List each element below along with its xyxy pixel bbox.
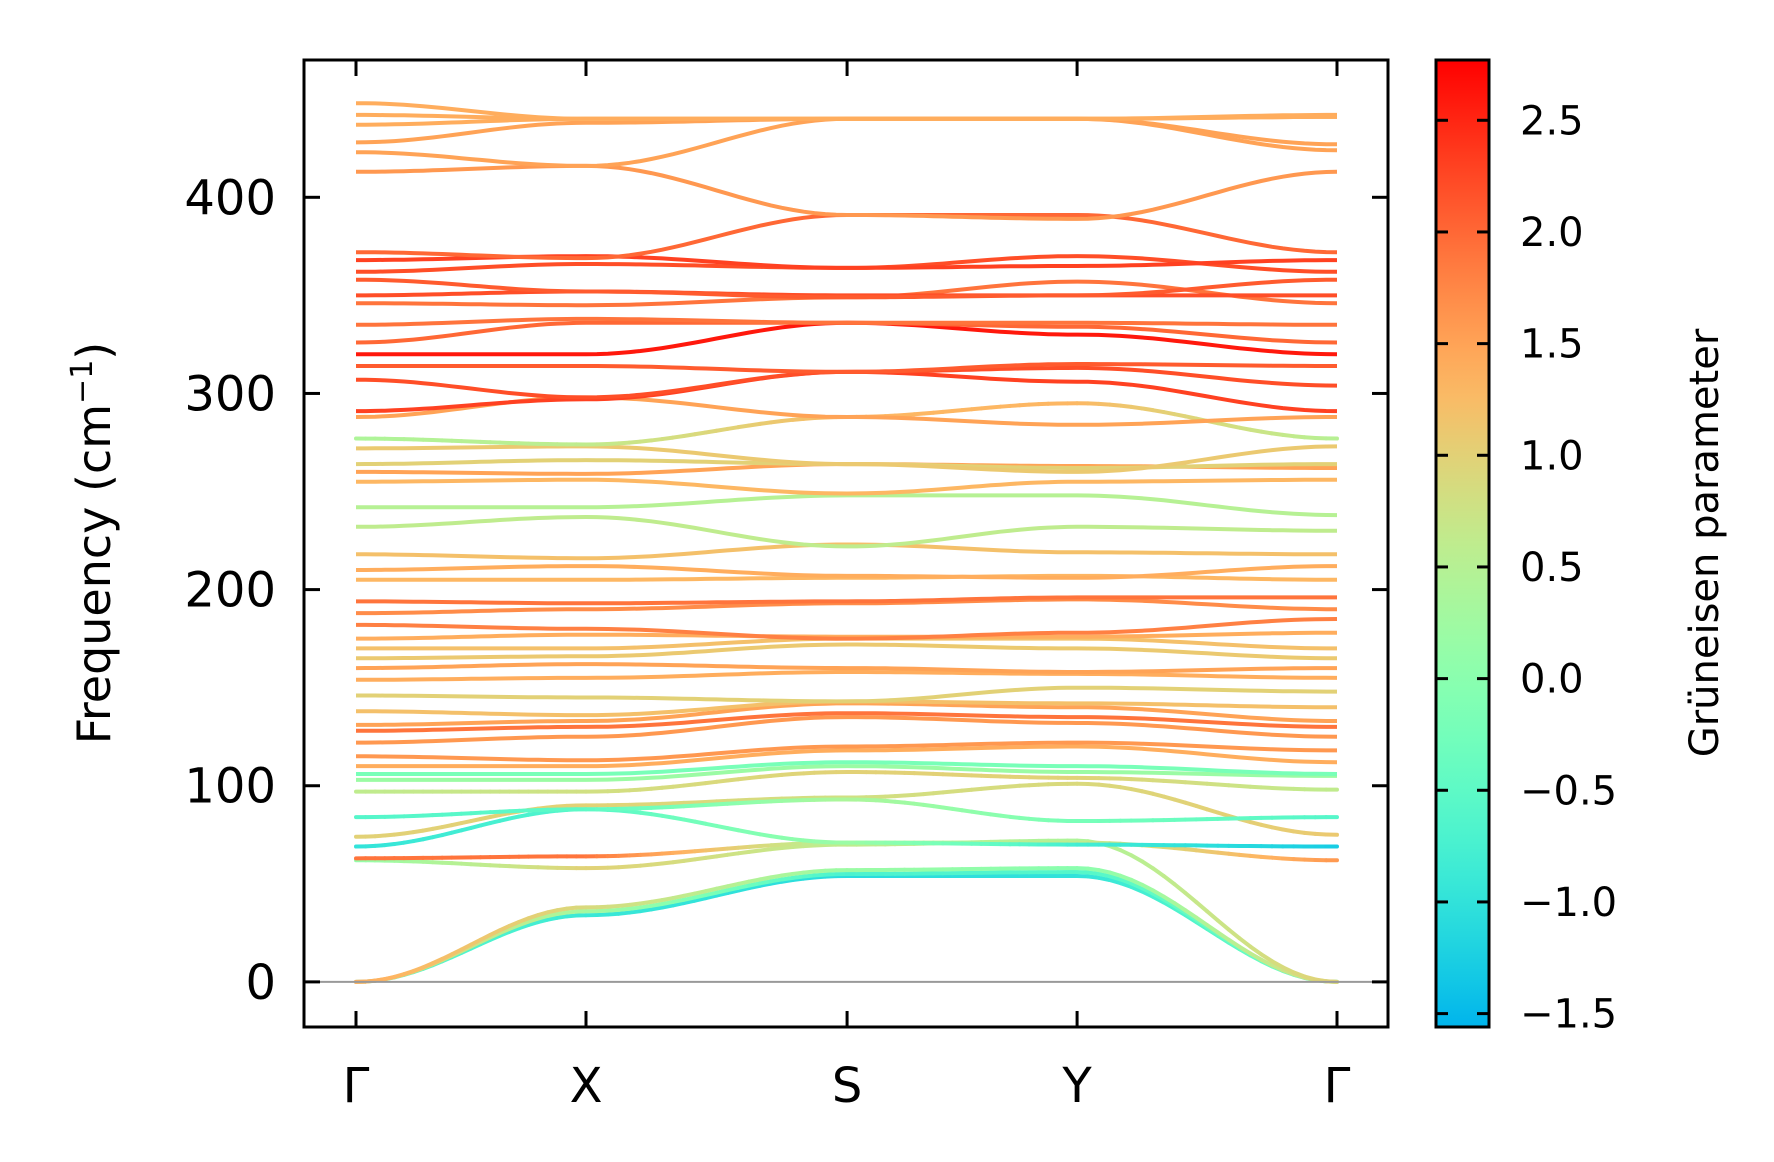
band-segment: [1140, 859, 1155, 871]
band-line-7: [354, 797, 1339, 824]
band-line-11: [356, 744, 1338, 769]
y-axis-label: Frequency (cm−1): [65, 342, 121, 745]
band-line-20: [356, 642, 1337, 661]
band-line-13: [356, 715, 1338, 745]
band-line-17: [356, 685, 1337, 704]
band-segment: [1172, 903, 1188, 915]
band-line-31: [356, 477, 1337, 496]
band-segment: [1237, 936, 1253, 949]
band-segment: [1161, 873, 1177, 887]
band-segment: [1205, 923, 1220, 935]
colorbar-tick-label: −1.0: [1520, 880, 1617, 926]
band-line-39: [356, 362, 1337, 374]
band-lines: [354, 101, 1339, 984]
band-segment: [1161, 900, 1177, 911]
colorbar-tick-label: 1.5: [1520, 322, 1584, 368]
colorbar-tick-label: −0.5: [1520, 768, 1617, 814]
band-line-12: [356, 740, 1337, 763]
colorbar-tick-label: −1.5: [1520, 992, 1617, 1038]
band-segment: [1183, 890, 1199, 905]
colorbar-tick-label: 1.0: [1520, 433, 1584, 479]
band-segment: [1226, 937, 1242, 949]
x-tick-label: Γ: [1324, 1058, 1351, 1114]
colorbar-ticks: −1.5 −1.0 −0.5 0.0 0.5 1.0 1.5 2.0 2.5: [1436, 98, 1617, 1038]
band-segment: [1194, 915, 1210, 928]
band-segment: [1129, 853, 1145, 864]
y-tick-label: 0: [245, 955, 276, 1011]
y-tick-label: 200: [184, 563, 276, 619]
band-segment: [1270, 959, 1285, 970]
band-segment: [1248, 944, 1264, 957]
band-line-29: [356, 514, 1338, 549]
band-line-2: [354, 866, 1339, 984]
band-line-35: [354, 401, 1339, 447]
band-line-14: [356, 711, 1337, 733]
band-line-23: [356, 617, 1338, 641]
colorbar-label: Grüneisen parameter: [1682, 328, 1728, 757]
colorbar-tick-label: 2.5: [1520, 98, 1584, 144]
band-segment: [1194, 900, 1210, 914]
band-segment: [1150, 891, 1166, 902]
x-tick-label: S: [832, 1058, 862, 1114]
colorbar: [1434, 58, 1491, 1029]
band-line-9: [356, 764, 1337, 782]
band-segment: [1248, 951, 1264, 962]
y-axis-ticks: 0 100 200 300 400: [184, 170, 1388, 1011]
band-segment: [1205, 909, 1220, 923]
band-segment: [1215, 918, 1231, 932]
x-tick-label: Y: [1061, 1058, 1092, 1114]
band-segment: [1259, 952, 1275, 964]
band-segment: [1150, 894, 1166, 905]
band-line-30: [356, 493, 1338, 518]
band-segment: [1150, 888, 1166, 899]
band-line-50: [356, 116, 1338, 168]
band-segment: [1172, 882, 1188, 895]
band-segment: [1215, 930, 1231, 942]
y-tick-label: 400: [184, 170, 276, 226]
colorbar-tick-label: 2.0: [1520, 210, 1584, 256]
band-line-8: [354, 770, 1339, 794]
band-segment: [1226, 927, 1242, 941]
band-segment: [1183, 908, 1199, 920]
band-line-34: [356, 444, 1338, 474]
band-segment: [1140, 889, 1155, 899]
x-tick-label: Γ: [343, 1058, 370, 1114]
band-segment: [1140, 882, 1155, 893]
colorbar-tick-label: 0.5: [1520, 545, 1584, 591]
band-segment: [1259, 957, 1275, 968]
band-line-49: [356, 163, 1338, 221]
band-segment: [1150, 866, 1166, 878]
band-line-27: [356, 564, 1337, 580]
band-line-42: [356, 316, 1337, 327]
band-line-18: [356, 670, 1338, 682]
x-tick-label: X: [570, 1058, 603, 1114]
band-segment: [1237, 944, 1253, 956]
band-segment: [1172, 901, 1188, 913]
y-tick-label: 300: [184, 366, 276, 422]
band-segment: [1140, 886, 1155, 896]
band-segment: [1172, 906, 1188, 918]
band-segment: [1161, 897, 1177, 908]
band-line-41: [355, 320, 1338, 345]
band-segment: [1161, 894, 1177, 906]
band-line-19: [355, 662, 1337, 674]
band-line-45: [356, 277, 1338, 300]
y-tick-label: 100: [184, 759, 276, 815]
band-line-25: [356, 595, 1337, 606]
band-line-10: [356, 760, 1338, 776]
band-line-48: [356, 213, 1338, 261]
band-line-54: [356, 101, 1337, 121]
colorbar-tick-label: 0.0: [1520, 657, 1584, 703]
